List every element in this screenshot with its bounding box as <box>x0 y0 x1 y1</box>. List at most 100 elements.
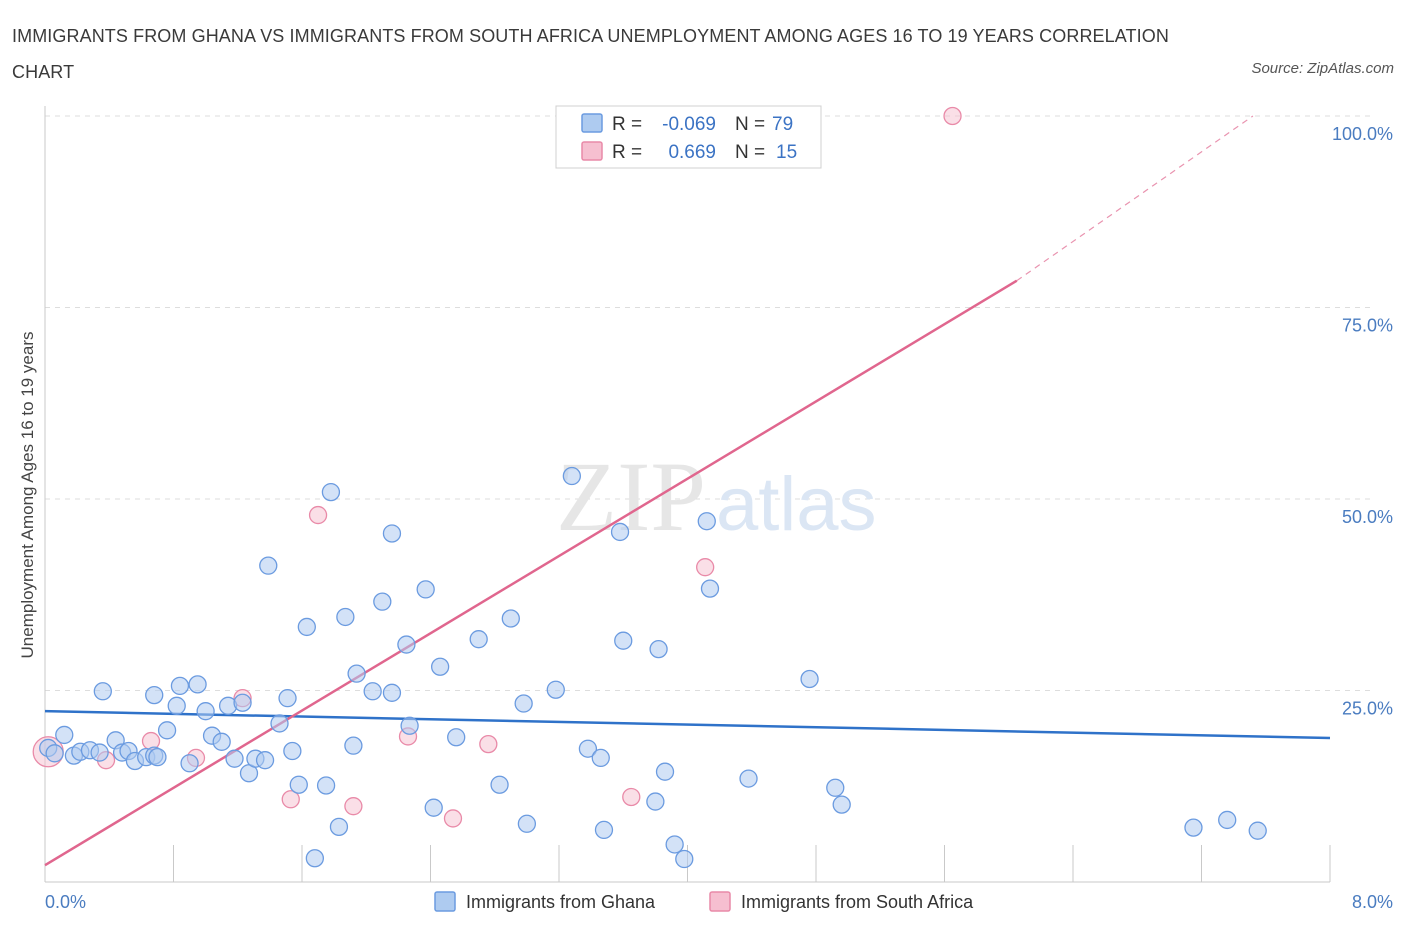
point-ghana-7 <box>93 682 112 701</box>
correlation-legend: R = -0.069 N = 79 R = 0.669 N = 15 <box>555 105 822 169</box>
legend-n-label-ghana: N = <box>735 114 765 135</box>
legend-r-label-ghana: R = <box>612 114 642 135</box>
point-ghana-43 <box>373 592 392 611</box>
point-ghana-6 <box>90 743 109 762</box>
point-ghana-39 <box>336 607 355 627</box>
point-ghana-74 <box>832 795 851 814</box>
trend-lines <box>44 115 1331 867</box>
legend-swatch-south-africa <box>581 141 603 161</box>
point-ghana-65 <box>649 639 668 659</box>
legend-swatch-ghana <box>581 113 603 133</box>
chart-title: IMMIGRANTS FROM GHANA VS IMMIGRANTS FROM… <box>12 26 1169 82</box>
source-label: Source: ZipAtlas.com <box>1251 60 1394 77</box>
point-ghana-63 <box>614 631 633 650</box>
point-south-africa-5 <box>281 790 300 809</box>
point-ghana-15 <box>157 721 177 740</box>
series-legend-swatch-ghana <box>434 891 456 912</box>
point-south-africa-7 <box>344 797 363 816</box>
y-tick-label-0: 25.0% <box>1342 699 1393 719</box>
point-ghana-70 <box>700 579 720 598</box>
point-south-africa-14 <box>943 106 962 126</box>
point-ghana-73 <box>826 778 845 797</box>
point-ghana-71 <box>739 769 758 788</box>
point-ghana-19 <box>188 675 207 694</box>
point-ghana-14 <box>145 685 164 705</box>
point-ghana-24 <box>225 749 244 768</box>
point-ghana-50 <box>430 657 450 676</box>
point-ghana-45 <box>382 683 402 702</box>
series-legend-label-south-africa: Immigrants from South Africa <box>741 892 974 912</box>
point-ghana-29 <box>259 556 278 575</box>
point-ghana-25 <box>233 693 252 712</box>
point-ghana-16 <box>167 696 186 715</box>
point-ghana-2 <box>55 725 74 745</box>
point-ghana-20 <box>196 702 215 721</box>
watermark-zip: ZIP <box>556 441 706 552</box>
point-ghana-54 <box>501 609 520 628</box>
point-ghana-75 <box>1184 818 1203 837</box>
point-ghana-46 <box>397 635 416 654</box>
y-tick-label-3: 100.0% <box>1332 124 1393 144</box>
point-south-africa-10 <box>479 734 498 754</box>
point-ghana-48 <box>416 580 435 599</box>
point-ghana-28 <box>255 751 275 770</box>
point-ghana-59 <box>578 739 598 758</box>
trend-line-south-africa <box>44 279 1018 867</box>
watermark-atlas: atlas <box>716 462 877 547</box>
point-ghana-76 <box>1218 810 1237 830</box>
point-ghana-1 <box>45 744 64 763</box>
point-ghana-62 <box>610 522 630 542</box>
point-ghana-38 <box>329 817 349 836</box>
tick-labels: 25.0% 50.0% 75.0% 100.0% 0.0% 8.0% <box>45 124 1393 912</box>
point-south-africa-11 <box>622 787 641 807</box>
point-south-africa-6 <box>308 505 328 525</box>
point-ghana-36 <box>316 776 336 795</box>
point-ghana-31 <box>278 689 297 708</box>
series-legend: Immigrants from Ghana Immigrants from So… <box>434 891 974 912</box>
watermark: ZIP atlas <box>556 441 877 552</box>
trend-line-south-africa-extension <box>1016 115 1254 282</box>
point-ghana-61 <box>594 820 614 840</box>
point-ghana-30 <box>270 714 289 733</box>
point-ghana-51 <box>447 728 466 747</box>
point-south-africa-9 <box>443 809 463 828</box>
y-axis-label: Unemployment Among Ages 16 to 19 years <box>18 332 37 659</box>
grid-lines <box>45 115 1370 691</box>
series-legend-swatch-south-africa <box>709 891 731 912</box>
y-tick-label-1: 50.0% <box>1342 507 1393 527</box>
point-ghana-69 <box>697 512 716 531</box>
point-south-africa-13 <box>696 558 715 577</box>
point-ghana-68 <box>675 849 694 869</box>
point-ghana-56 <box>517 814 537 833</box>
point-ghana-41 <box>347 664 366 683</box>
point-ghana-34 <box>297 617 316 637</box>
point-ghana-47 <box>400 716 419 735</box>
point-ghana-18 <box>180 754 199 773</box>
point-ghana-52 <box>469 630 488 649</box>
point-ghana-40 <box>344 736 363 755</box>
point-ghana-64 <box>646 792 665 811</box>
point-ghana-49 <box>424 798 443 817</box>
point-ghana-53 <box>490 775 509 794</box>
point-ghana-72 <box>800 669 819 689</box>
series-legend-label-ghana: Immigrants from Ghana <box>466 892 656 912</box>
point-ghana-22 <box>212 732 231 751</box>
point-ghana-17 <box>170 676 190 696</box>
point-ghana-42 <box>363 682 382 701</box>
legend-r-value-ghana: -0.069 <box>662 114 716 135</box>
point-ghana-66 <box>655 762 675 781</box>
legend-n-value-ghana: 79 <box>772 114 793 135</box>
point-ghana-33 <box>289 775 308 794</box>
y-tick-label-2: 75.0% <box>1342 316 1393 336</box>
point-ghana-32 <box>283 741 302 761</box>
series-ghana-points <box>39 466 1267 869</box>
point-ghana-67 <box>665 835 684 854</box>
point-ghana-55 <box>514 694 533 713</box>
point-ghana-78 <box>148 747 167 767</box>
legend-n-value-south-africa: 15 <box>776 142 797 163</box>
point-ghana-77 <box>1248 821 1267 840</box>
point-ghana-57 <box>546 680 565 699</box>
x-tick-label-0: 0.0% <box>45 892 86 912</box>
legend-r-value-south-africa: 0.669 <box>668 142 716 163</box>
